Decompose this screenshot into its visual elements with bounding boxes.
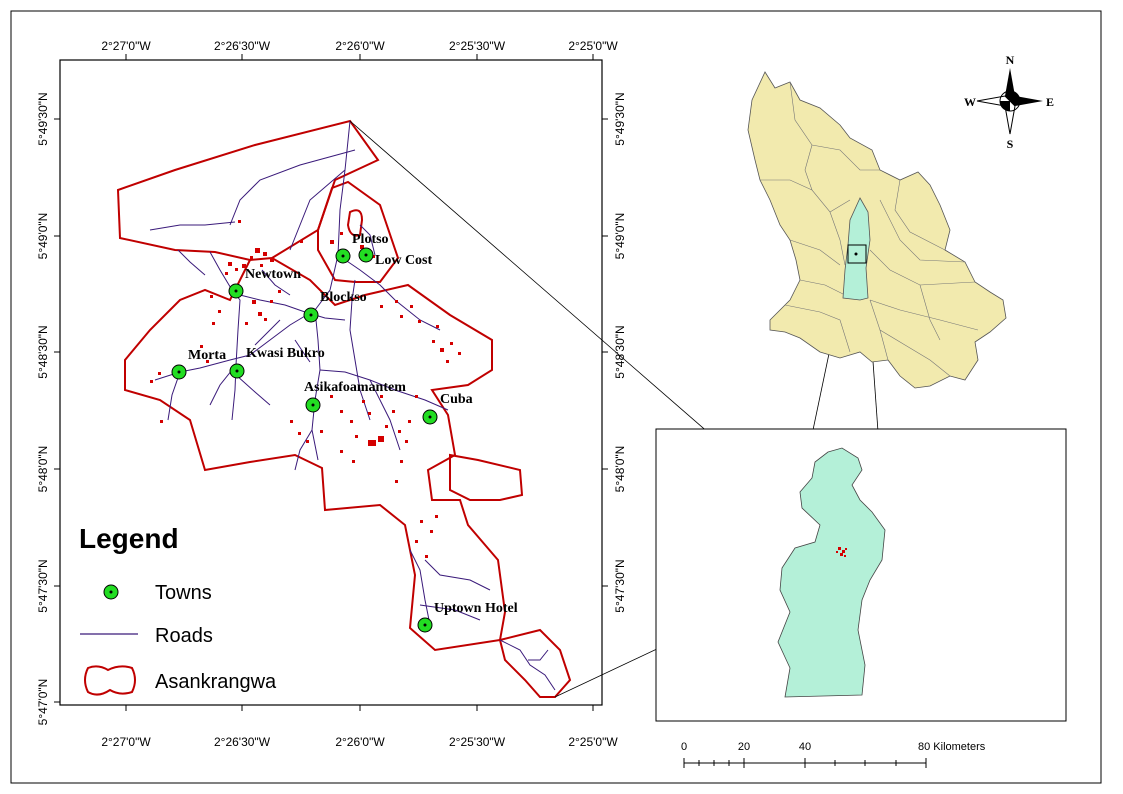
bottom-tick-label: 2°26'0"W xyxy=(335,735,385,749)
left-tick-label: 5°49'30"N xyxy=(36,92,50,145)
legend-roads-label: Roads xyxy=(155,625,213,647)
town-label-cuba: Cuba xyxy=(440,392,473,407)
asankrangwa-boundary-inner xyxy=(317,180,400,283)
legend-asankrangwa-label: Asankrangwa xyxy=(155,671,277,693)
scale-label-80-km: 80 Kilometers xyxy=(918,741,986,753)
top-tick-label: 2°25'0"W xyxy=(568,39,618,53)
left-tick-label: 5°47'0"N xyxy=(36,679,50,726)
district-highlight xyxy=(842,197,871,301)
legend-asankrangwa-symbol xyxy=(84,665,136,696)
town-label-plotso: Plotso xyxy=(352,232,389,247)
compass-s: S xyxy=(1007,137,1014,151)
top-tick-marks xyxy=(54,54,608,711)
compass-rose: N S E W xyxy=(964,53,1054,151)
scale-label-40: 40 xyxy=(799,741,811,753)
study-area-inset xyxy=(836,547,847,557)
bottom-tick-label: 2°27'0"W xyxy=(101,735,151,749)
town-label-kwasi-bukro: Kwasi Bukro xyxy=(246,346,325,361)
town-marker-blockso[interactable] xyxy=(303,307,319,323)
region-district-boundaries xyxy=(760,81,979,377)
compass-e: E xyxy=(1046,95,1054,109)
compass-n: N xyxy=(1006,53,1015,67)
scale-bar: 0 20 40 80 Kilometers xyxy=(681,741,986,768)
scale-label-0: 0 xyxy=(681,741,687,753)
right-tick-label: 5°47'30"N xyxy=(613,559,627,612)
town-label-morta: Morta xyxy=(188,348,226,363)
district-shape xyxy=(777,447,886,698)
left-tick-label: 5°48'0"N xyxy=(36,446,50,493)
compass-w: W xyxy=(964,95,976,109)
town-label-uptown-hotel: Uptown Hotel xyxy=(434,601,518,616)
top-tick-label: 2°27'0"W xyxy=(101,39,151,53)
main-map: 2°27'0"W 2°26'30"W 2°26'0"W 2°25'30"W 2°… xyxy=(36,39,627,749)
left-tick-label: 5°49'0"N xyxy=(36,213,50,260)
top-tick-label: 2°25'30"W xyxy=(449,39,506,53)
town-marker-low-cost[interactable] xyxy=(358,247,374,263)
town-marker-newtown[interactable] xyxy=(228,283,244,299)
right-tick-label: 5°48'0"N xyxy=(613,446,627,493)
building-clusters xyxy=(150,220,461,558)
town-label-low-cost: Low Cost xyxy=(375,253,433,268)
top-tick-label: 2°26'0"W xyxy=(335,39,385,53)
region-locator-map: N S E W xyxy=(747,53,1054,389)
scale-label-20: 20 xyxy=(738,741,750,753)
bottom-tick-label: 2°25'30"W xyxy=(449,735,506,749)
right-tick-label: 5°49'0"N xyxy=(613,213,627,260)
top-tick-label: 2°26'30"W xyxy=(214,39,271,53)
town-marker-cuba[interactable] xyxy=(422,409,438,425)
town-marker-morta[interactable] xyxy=(171,364,187,380)
town-marker-asikafoamantem[interactable] xyxy=(305,397,321,413)
town-markers xyxy=(171,247,438,633)
right-tick-label: 5°48'30"N xyxy=(613,325,627,378)
right-tick-label: 5°49'30"N xyxy=(613,92,627,145)
town-marker-kwasi-bukro[interactable] xyxy=(229,363,245,379)
town-label-newtown: Newtown xyxy=(245,267,301,282)
left-tick-label: 5°47'30"N xyxy=(36,559,50,612)
legend-title: Legend xyxy=(79,523,179,554)
asankrangwa-boundary-east xyxy=(449,453,524,501)
town-label-blockso: Blockso xyxy=(320,290,367,305)
town-marker-uptown-hotel[interactable] xyxy=(417,617,433,633)
asankrangwa-boundary-loop xyxy=(346,209,364,237)
town-label-asikafoamantem: Asikafoamantem xyxy=(304,380,406,395)
legend-towns-label: Towns xyxy=(155,582,212,604)
left-tick-label: 5°48'30"N xyxy=(36,325,50,378)
study-area-dot xyxy=(854,252,858,256)
roads xyxy=(149,120,556,691)
bottom-tick-label: 2°26'30"W xyxy=(214,735,271,749)
town-marker-plotso[interactable] xyxy=(335,248,351,264)
region-outline xyxy=(747,71,1007,389)
legend-towns-symbol xyxy=(103,584,119,600)
bottom-tick-label: 2°25'0"W xyxy=(568,735,618,749)
legend: Legend Towns Roads Asankrangwa xyxy=(79,523,277,696)
district-inset-map: 0 20 40 80 Kilometers xyxy=(655,428,1067,768)
study-area-indicator xyxy=(847,244,867,264)
